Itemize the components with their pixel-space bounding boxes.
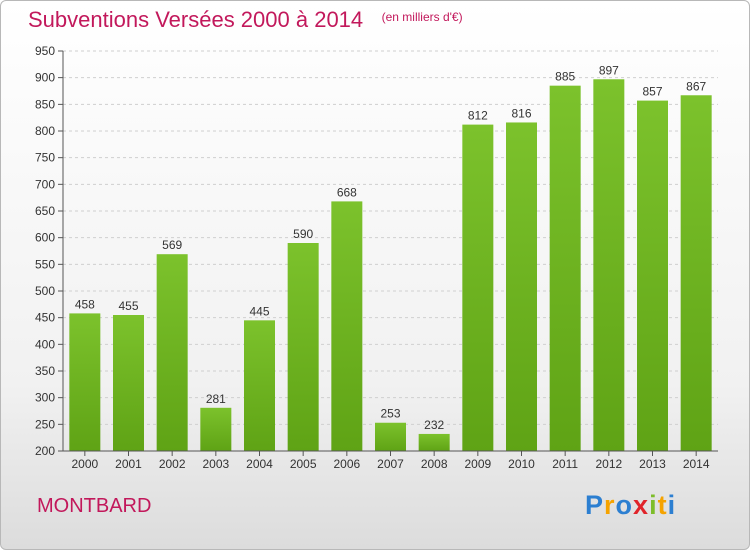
x-tick-label-2011: 2011 [552,457,578,471]
x-tick-label-2005: 2005 [290,457,317,471]
data-label-2010: 816 [511,106,531,120]
data-labels: 458 455 569 281 445 590 668 253 232 812 816 885 897 8… [75,63,707,432]
y-tick-label: 800 [35,124,55,138]
y-tick-label: 750 [35,151,55,165]
data-label-2014: 867 [686,79,706,93]
x-tick-label-2004: 2004 [246,457,273,471]
data-label-2005: 590 [293,227,313,241]
y-tick-label: 400 [35,337,55,351]
bar-2002 [156,254,188,451]
logo-letter: r [604,490,616,520]
x-tick-label-2013: 2013 [639,457,666,471]
bar-2012 [593,79,625,452]
data-label-2011: 885 [555,70,575,84]
y-tick-label: 650 [35,204,55,218]
y-axis-ticks: 200 250 300 350 400 450 500 550 600 650 700 750 800 8… [35,44,63,458]
proxiti-logo[interactable]: Proxiti [585,490,676,521]
data-label-2002: 569 [162,238,182,252]
y-tick-label: 300 [35,391,55,405]
data-label-2006: 668 [337,185,357,199]
bar-2011 [549,85,581,452]
bar-2009 [462,124,494,451]
bar-2004 [244,320,275,451]
bar-2005 [287,243,319,451]
bar-2014 [680,95,712,452]
bar-2013 [637,100,668,451]
y-tick-label: 450 [35,311,55,325]
x-tick-label-2012: 2012 [595,457,622,471]
logo-letter: x [633,490,650,520]
y-tick-label: 900 [35,71,55,85]
chart-unit: (en milliers d'€) [381,10,463,24]
data-label-2013: 857 [642,85,662,99]
y-tick-label: 550 [35,257,55,271]
data-label-2004: 445 [249,304,269,318]
bar-2007 [375,422,406,451]
data-label-2000: 458 [75,297,95,311]
x-tick-label-2008: 2008 [421,457,448,471]
logo-letter: P [585,490,605,520]
x-tick-label-2014: 2014 [683,457,710,471]
x-tick-label-2007: 2007 [377,457,404,471]
x-tick-label-2006: 2006 [333,457,360,471]
bar-2003 [200,407,232,451]
y-tick-label: 500 [35,284,55,298]
chart-title: Subventions Versées 2000 à 2014 [28,7,364,32]
logo-letter: i [649,490,658,520]
bars [69,79,712,452]
data-label-2007: 253 [380,407,400,421]
y-tick-label: 200 [35,444,55,458]
data-label-2003: 281 [206,392,226,406]
x-tick-label-2001: 2001 [115,457,142,471]
bar-2008 [418,433,450,451]
x-tick-label-2003: 2003 [202,457,229,471]
data-label-2012: 897 [599,63,619,77]
title-row: Subventions Versées 2000 à 2014 (en mill… [28,7,463,33]
logo-letter: i [667,490,677,520]
x-tick-label-2000: 2000 [71,457,98,471]
x-tick-label-2010: 2010 [508,457,535,471]
y-tick-label: 250 [35,417,55,431]
y-tick-label: 700 [35,177,55,191]
y-tick-label: 350 [35,364,55,378]
logo-letter: o [615,490,634,520]
town-name: MONTBARD [37,495,152,517]
y-tick-label: 600 [35,231,55,245]
x-tick-label-2002: 2002 [159,457,186,471]
y-tick-label: 850 [35,97,55,111]
y-tick-label: 950 [35,44,55,58]
bar-2010 [506,122,537,451]
data-label-2001: 455 [118,299,138,313]
bar-2001 [113,315,144,451]
x-tick-label-2009: 2009 [464,457,491,471]
bar-2000 [69,313,101,451]
bar-2006 [331,201,363,451]
x-axis-ticks: 2000 2001 2002 2003 2004 2005 2006 2007 2008 2009… [71,451,710,471]
logo-letter: t [657,490,668,520]
data-label-2008: 232 [424,418,444,432]
data-label-2009: 812 [468,109,488,123]
